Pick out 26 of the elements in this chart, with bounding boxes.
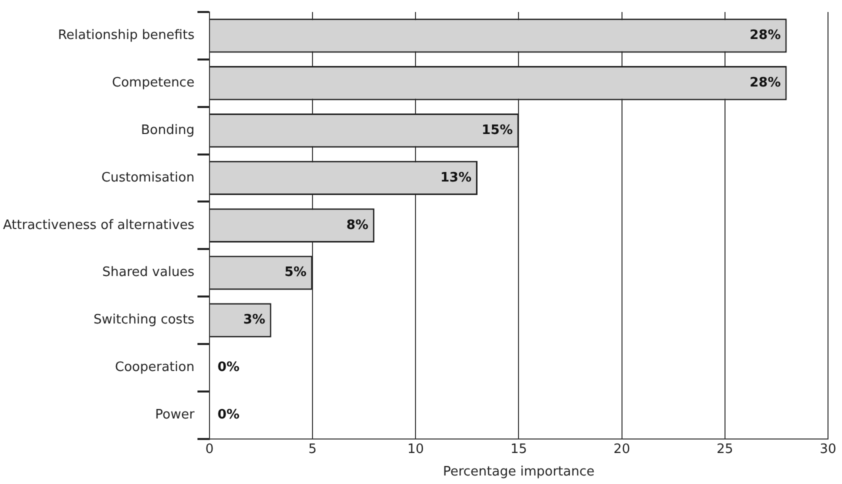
y-tick-label: Cooperation: [115, 360, 194, 376]
data-label: 28%: [750, 28, 781, 44]
y-tick-label: Shared values: [102, 265, 195, 280]
data-label: 13%: [440, 170, 472, 186]
x-tick-label: 5: [308, 442, 317, 457]
x-tick-label: 10: [407, 442, 424, 457]
x-axis-title: Percentage importance: [442, 464, 595, 480]
y-tick-label: Switching costs: [93, 312, 195, 328]
x-tick-label: 30: [820, 442, 836, 457]
data-label: 8%: [346, 218, 368, 233]
y-tick-label: Customisation: [101, 170, 194, 186]
data-label: 0%: [217, 407, 240, 422]
y-tick-label: Bonding: [140, 122, 194, 138]
data-label: 0%: [217, 360, 240, 376]
y-tick-label: Power: [155, 407, 196, 422]
x-tick-label: 15: [510, 442, 528, 457]
x-tick-label: 20: [614, 442, 630, 457]
data-label: 5%: [284, 265, 307, 280]
data-label: 3%: [243, 312, 266, 328]
y-tick-label: Competence: [112, 76, 194, 91]
x-tick-label: 0: [205, 442, 214, 457]
data-label: 28%: [750, 76, 781, 91]
y-tick-label: Attractiveness of alternatives: [2, 218, 195, 233]
data-label: 15%: [482, 122, 513, 138]
y-tick-label: Relationship benefits: [58, 28, 195, 44]
x-tick-label: 25: [716, 442, 734, 457]
